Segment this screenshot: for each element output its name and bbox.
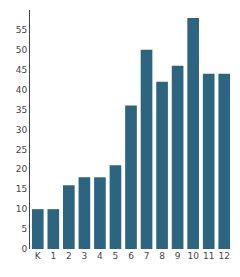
svg-text:5: 5 — [113, 251, 119, 261]
svg-text:0: 0 — [21, 244, 27, 254]
svg-text:25: 25 — [16, 145, 27, 155]
svg-text:20: 20 — [16, 164, 28, 174]
svg-text:40: 40 — [16, 85, 28, 95]
svg-text:11: 11 — [203, 251, 214, 261]
svg-text:4: 4 — [97, 251, 103, 261]
svg-text:45: 45 — [16, 65, 27, 75]
svg-text:9: 9 — [175, 251, 181, 261]
svg-text:K: K — [35, 251, 42, 261]
svg-text:7: 7 — [144, 251, 150, 261]
svg-text:3: 3 — [82, 251, 88, 261]
svg-text:8: 8 — [159, 251, 165, 261]
svg-text:10: 10 — [187, 251, 199, 261]
svg-text:10: 10 — [16, 204, 28, 214]
svg-text:6: 6 — [128, 251, 134, 261]
svg-text:55: 55 — [16, 25, 27, 35]
svg-text:35: 35 — [16, 105, 27, 115]
svg-text:30: 30 — [16, 125, 28, 135]
svg-text:50: 50 — [16, 45, 28, 55]
svg-text:2: 2 — [66, 251, 72, 261]
svg-text:15: 15 — [16, 184, 27, 194]
svg-text:5: 5 — [21, 224, 27, 234]
svg-text:1: 1 — [50, 251, 56, 261]
svg-text:12: 12 — [219, 251, 230, 261]
